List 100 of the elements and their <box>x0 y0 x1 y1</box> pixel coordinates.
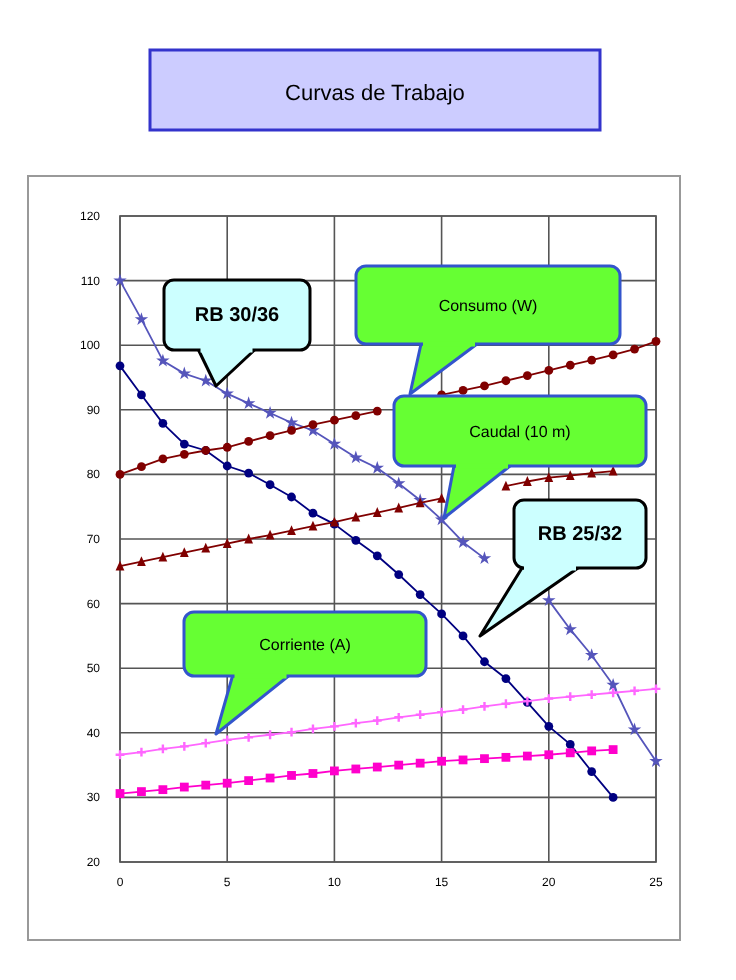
point <box>241 396 256 410</box>
point <box>437 492 446 503</box>
point <box>158 418 168 428</box>
point <box>587 355 597 365</box>
point <box>544 472 554 483</box>
point <box>606 677 620 691</box>
point <box>501 480 511 491</box>
point <box>351 535 361 545</box>
point <box>137 787 146 796</box>
point <box>522 751 532 761</box>
point <box>308 508 318 518</box>
point <box>134 312 149 326</box>
point <box>370 460 384 474</box>
point <box>179 449 189 459</box>
point <box>287 426 296 435</box>
point <box>265 480 275 490</box>
point <box>477 551 492 565</box>
point <box>265 529 275 540</box>
point <box>308 520 318 531</box>
point <box>522 371 532 380</box>
point <box>179 439 189 449</box>
point <box>115 361 125 371</box>
point <box>244 468 254 478</box>
point <box>177 366 192 380</box>
point <box>244 776 254 785</box>
point <box>222 538 232 548</box>
point <box>608 350 618 360</box>
point <box>587 746 597 756</box>
point <box>649 754 663 767</box>
point <box>480 657 489 667</box>
point <box>608 793 618 802</box>
point <box>287 492 296 502</box>
point <box>308 769 318 778</box>
point <box>287 525 296 535</box>
point <box>244 533 254 544</box>
point <box>627 722 642 736</box>
chart-title: Curvas de Trabajo <box>285 82 465 106</box>
point <box>222 778 232 788</box>
point <box>415 758 425 768</box>
annotation: Caudal (10 m) <box>469 423 572 441</box>
point <box>608 745 618 754</box>
point <box>201 780 211 790</box>
point <box>565 740 575 749</box>
point <box>179 782 189 792</box>
point <box>456 535 470 548</box>
point <box>158 454 168 464</box>
point <box>587 467 597 478</box>
point <box>480 754 489 764</box>
point <box>330 766 339 776</box>
point <box>544 365 554 375</box>
point <box>437 609 446 619</box>
point <box>222 442 232 452</box>
point <box>563 622 577 636</box>
point <box>158 785 168 795</box>
point <box>327 436 342 450</box>
point <box>137 556 146 567</box>
point <box>115 789 125 798</box>
point <box>651 336 661 346</box>
point <box>349 450 363 464</box>
point <box>458 386 468 395</box>
point <box>201 542 211 553</box>
point <box>542 593 556 607</box>
annotation: RB 25/32 <box>537 524 624 546</box>
point <box>584 648 599 661</box>
point <box>113 273 127 287</box>
point <box>115 470 125 479</box>
point <box>199 373 213 387</box>
point <box>522 476 532 486</box>
annotation: RB 30/36 <box>194 305 281 327</box>
point <box>501 376 511 386</box>
point <box>372 406 382 416</box>
point <box>415 590 425 599</box>
point <box>263 405 277 419</box>
annotation: Consumo (W) <box>438 297 539 315</box>
point <box>351 764 361 774</box>
point <box>115 560 125 571</box>
point <box>565 470 575 481</box>
annotation: Corriente (A) <box>259 636 352 654</box>
point <box>501 674 511 683</box>
point <box>351 411 361 421</box>
point <box>308 420 318 430</box>
point <box>372 507 382 517</box>
point <box>137 462 146 472</box>
point <box>244 437 254 446</box>
point <box>372 762 382 772</box>
point <box>220 386 234 400</box>
point <box>501 752 511 762</box>
point <box>392 476 406 490</box>
point <box>480 381 489 391</box>
point <box>458 631 468 641</box>
point <box>394 760 404 770</box>
point <box>587 767 597 776</box>
point <box>137 390 146 400</box>
point <box>265 431 275 441</box>
point <box>630 344 639 354</box>
point <box>437 756 446 766</box>
point <box>287 771 296 780</box>
point <box>565 748 575 758</box>
point <box>394 502 404 513</box>
point <box>394 570 404 579</box>
